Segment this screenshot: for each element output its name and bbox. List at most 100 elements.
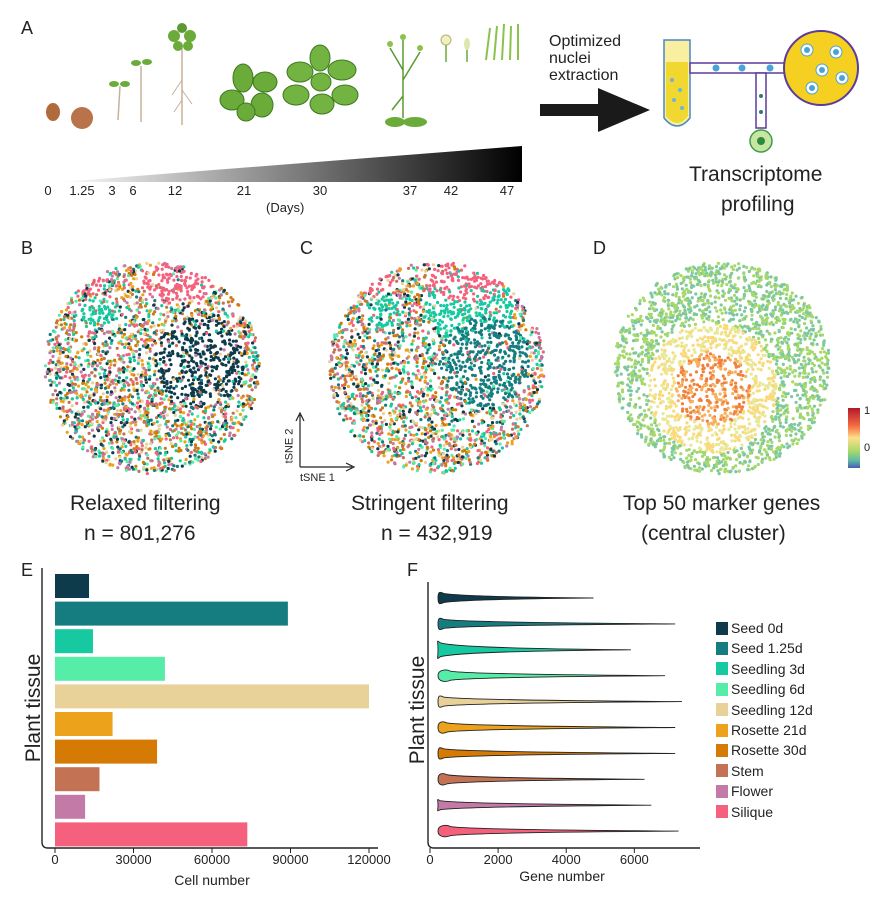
timeline-gradient [60, 146, 522, 182]
tsne-point [371, 359, 375, 363]
tsne-point [228, 393, 232, 397]
tsne-point [141, 460, 145, 464]
tsne-point [162, 410, 166, 414]
tsne-point [415, 432, 419, 436]
tsne-point [91, 361, 95, 365]
tsne-point [446, 379, 450, 383]
tsne-point [243, 373, 247, 377]
tsne-point [181, 375, 185, 379]
tsne-point [182, 322, 186, 326]
tsne-point [407, 443, 411, 447]
tsne-point [80, 335, 84, 339]
tsne-point [84, 383, 88, 387]
tsne-point [164, 363, 168, 367]
tsne-point [460, 385, 465, 389]
tsne-point [180, 386, 184, 390]
tsne-point [413, 317, 417, 321]
tsne-point [81, 290, 85, 294]
tsne-point [192, 427, 196, 431]
tsne-point [360, 302, 364, 306]
tsne-point [99, 383, 104, 387]
tsne-point [88, 349, 92, 353]
tsne-point [395, 279, 399, 283]
tsne-point [498, 376, 502, 380]
tsne-point [107, 454, 111, 458]
tsne-point [233, 351, 237, 355]
tsne-point [447, 341, 452, 345]
tsne-point [532, 351, 536, 355]
tsne-point [115, 302, 119, 306]
tsne-point [191, 378, 196, 382]
tsne-point [401, 447, 405, 451]
tsne-point [380, 383, 384, 387]
tsne-point [125, 368, 129, 372]
tsne-point [105, 314, 109, 318]
tsne-point [444, 298, 448, 302]
tsne-point [207, 333, 212, 337]
tsne-point [99, 442, 103, 446]
tsne-point [201, 361, 205, 365]
tsne-point [222, 393, 227, 398]
tsne-point [48, 339, 52, 343]
tsne-point [471, 276, 476, 280]
tsne-point [223, 438, 227, 442]
tsne-point [93, 311, 98, 316]
tsne-point [176, 325, 180, 329]
tsne-point [60, 423, 64, 427]
tsne-point [105, 318, 109, 322]
tsne-point [386, 460, 390, 464]
tsne-point [422, 400, 426, 404]
tsne-point [123, 457, 127, 461]
tsne-point [352, 364, 356, 368]
tsne-point [488, 434, 493, 439]
tsne-point [52, 349, 56, 353]
tsne-point [392, 311, 396, 315]
tsne-point [186, 293, 190, 297]
tsne-point [207, 296, 211, 300]
tsne-point [89, 317, 93, 321]
tsne-point [432, 427, 437, 431]
tsne-point [144, 297, 148, 302]
tsne-point [406, 283, 410, 288]
tsne-point [501, 323, 505, 327]
tsne-point [147, 394, 152, 399]
tsne-point [167, 457, 171, 461]
tsne-point [58, 415, 63, 419]
tsne-point [171, 378, 176, 382]
tsne-point [118, 455, 122, 459]
tsne-point [531, 384, 535, 388]
tsne-point [428, 346, 432, 350]
tsne-point [168, 386, 172, 390]
tsne-point [449, 329, 453, 333]
tsne-point [469, 408, 474, 412]
tsne-point [244, 319, 248, 323]
tsne-point [148, 356, 152, 360]
tsne-point [398, 448, 402, 453]
tsne-point [189, 348, 193, 352]
tsne-point [461, 449, 465, 453]
tsne-point [93, 296, 97, 300]
tsne-point [143, 304, 148, 308]
tsne-point [467, 458, 471, 462]
tsne-point [512, 366, 516, 370]
tsne-point [142, 281, 146, 285]
tsne-point [192, 319, 196, 323]
tsne-point [384, 403, 388, 407]
tsne-point [173, 330, 177, 334]
tsne-point [437, 438, 441, 442]
tsne-point [100, 402, 104, 406]
timeline-tick-label: 47 [500, 183, 514, 198]
tsne-point [151, 384, 155, 388]
tsne-point [460, 313, 465, 317]
tsne-point [415, 412, 419, 416]
tsne-point [241, 408, 245, 412]
tsne-point [72, 421, 76, 425]
tsne-point [340, 403, 344, 407]
tsne-point [166, 292, 171, 296]
tsne-point [410, 467, 414, 471]
tsne-point [168, 272, 172, 276]
tsne-point [93, 331, 97, 335]
tsne-point [181, 308, 185, 312]
tsne-point [170, 288, 174, 293]
tsne-point [240, 396, 244, 400]
